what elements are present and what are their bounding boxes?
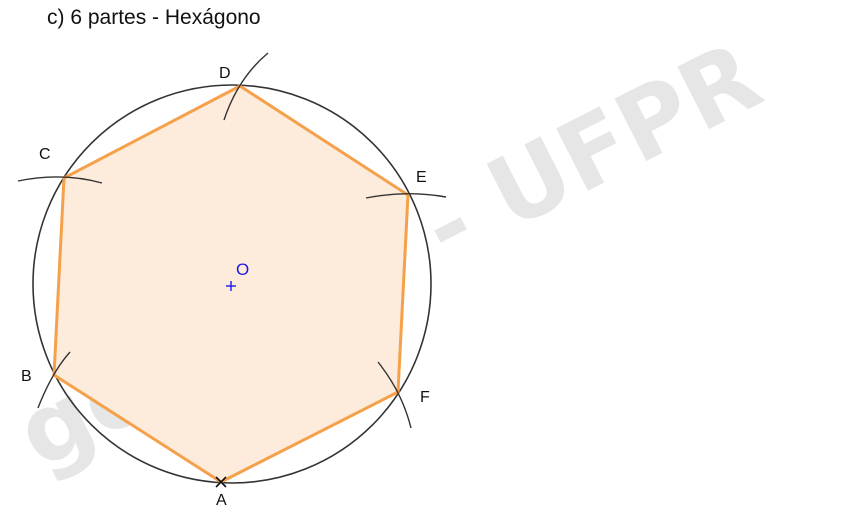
point-label-a: A <box>216 492 227 509</box>
center-label: O <box>236 260 249 279</box>
arc-at-f <box>377 361 412 429</box>
point-label-c: C <box>39 146 51 163</box>
arc-at-d <box>223 52 269 121</box>
diagram-title: c) 6 partes - Hexágono <box>47 6 261 29</box>
point-a-marker <box>215 476 227 488</box>
center-marker <box>226 281 236 291</box>
point-label-d: D <box>219 65 231 82</box>
arc-at-c <box>17 176 103 184</box>
point-label-f: F <box>420 389 430 406</box>
arc-at-e <box>365 193 447 199</box>
point-label-b: B <box>21 368 32 385</box>
circumscribed-circle <box>32 84 432 484</box>
arc-at-b <box>37 351 71 409</box>
point-label-e: E <box>416 169 427 186</box>
construction-arcs <box>17 52 447 429</box>
